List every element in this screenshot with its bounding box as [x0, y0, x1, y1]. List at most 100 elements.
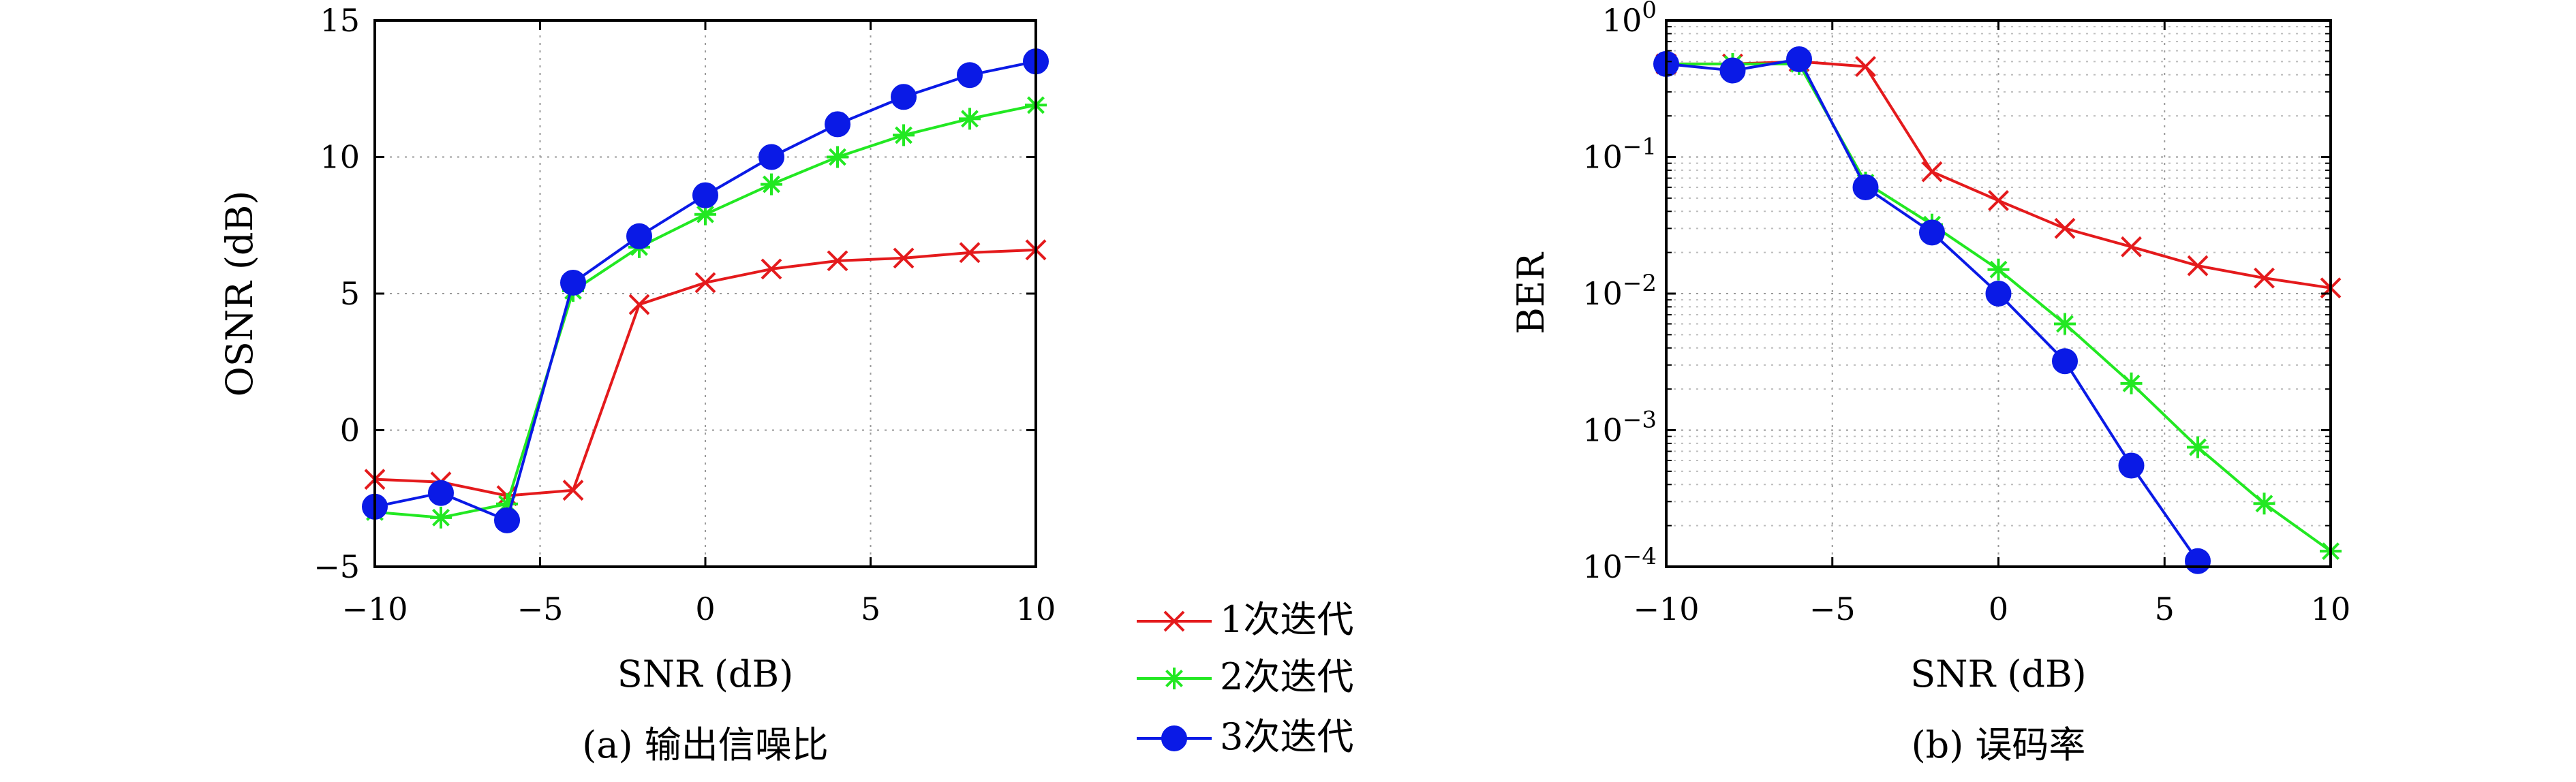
marker-dot: [1719, 57, 1746, 84]
marker-stroke: [763, 175, 780, 193]
data-point: [2120, 372, 2143, 394]
y-tick-label: 10−2: [1582, 270, 1657, 312]
marker-stroke: [1855, 56, 1876, 78]
marker-stroke: [1988, 189, 2009, 211]
data-point: [1919, 219, 1945, 246]
panel-osnr-caption: (a) 输出信噪比: [582, 723, 829, 766]
marker-dot: [1161, 725, 1187, 751]
x-tick-label: 0: [1989, 591, 2008, 627]
data-point: [1921, 161, 1943, 183]
marker-stroke: [2254, 267, 2275, 289]
data-point: [430, 506, 452, 529]
y-tick-label: 10−3: [1582, 407, 1657, 449]
data-point: [1855, 56, 1876, 78]
x-tick-label: −10: [1633, 591, 1699, 627]
x-tick-label: −10: [341, 591, 408, 627]
data-point: [959, 108, 981, 130]
data-point: [825, 111, 850, 138]
legend-entry: 1次迭代: [1137, 598, 1353, 641]
x-tick-label: 5: [861, 591, 880, 627]
marker-dot: [1852, 174, 1879, 200]
data-point: [1988, 189, 2009, 211]
data-point: [2253, 492, 2275, 515]
y-tick-label: 10−4: [1582, 543, 1657, 585]
y-tick-label: 0: [340, 412, 360, 449]
panel-ber-ylabel: BER: [1509, 252, 1552, 334]
legend: 1次迭代 2次迭代 3次迭代: [1137, 598, 1353, 758]
series-line: [1666, 57, 2199, 562]
marker-dot: [2185, 548, 2211, 574]
x-tick-label: 10: [1016, 591, 1056, 627]
data-point: [1852, 174, 1879, 200]
marker-dot: [560, 269, 586, 296]
panel-osnr-series: [362, 48, 1049, 533]
marker-dot: [2118, 452, 2145, 479]
marker-stroke: [432, 508, 450, 527]
data-point: [428, 480, 454, 506]
marker-dot: [1786, 46, 1812, 72]
data-point: [1719, 57, 1746, 84]
data-point: [893, 124, 915, 146]
panel-osnr: −10 −5 0 5 10 −5 0 5 10 15 SNR (dB) OSNR (dB) (a)…: [218, 2, 1056, 766]
data-point: [1786, 46, 1812, 72]
marker-stroke: [2255, 495, 2273, 513]
panel-osnr-grid: [375, 20, 1036, 567]
y-tick-label: 10−1: [1582, 134, 1657, 176]
data-point: [626, 223, 652, 249]
data-point: [2187, 436, 2209, 458]
legend-label: 2次迭代: [1220, 655, 1353, 698]
marker-stroke: [1165, 670, 1183, 687]
marker-dot: [2052, 348, 2078, 375]
data-point: [562, 480, 584, 501]
legend-marker-cross: [1137, 610, 1212, 632]
legend-marker-star: [1137, 668, 1212, 689]
marker-stroke: [827, 250, 848, 272]
panel-ber-caption: (b) 误码率: [1912, 723, 2086, 766]
x-tick-label: 0: [695, 591, 715, 627]
data-point: [893, 247, 915, 269]
marker-stroke: [893, 247, 915, 269]
marker-dot: [825, 111, 850, 138]
data-point: [1987, 258, 2010, 281]
panel-ber: −10 −5 0 5 10 100 10−1 10−2 10−3 10−4 SNR (dB) BE…: [1509, 0, 2350, 766]
marker-stroke: [628, 294, 650, 315]
y-tick-label: 100: [1602, 0, 1657, 39]
marker-stroke: [1921, 161, 1943, 183]
marker-stroke: [2122, 374, 2141, 392]
data-point: [692, 182, 718, 208]
data-point: [2052, 348, 2078, 375]
marker-stroke: [895, 126, 913, 144]
legend-marker: [1163, 668, 1185, 689]
marker-dot: [758, 144, 784, 170]
marker-stroke: [696, 205, 714, 223]
marker-stroke: [562, 480, 584, 501]
data-point: [758, 144, 784, 170]
marker-stroke: [2121, 236, 2142, 257]
data-point: [2054, 217, 2076, 239]
data-point: [957, 62, 983, 89]
legend-marker-circle: [1137, 725, 1212, 751]
data-point: [2121, 236, 2142, 257]
panel-ber-ticks: −10 −5 0 5 10 100 10−1 10−2 10−3 10−4: [1582, 0, 2350, 627]
data-point: [1985, 281, 2012, 307]
data-point: [628, 294, 650, 315]
marker-dot: [428, 480, 454, 506]
panel-ber-grid: [1666, 20, 2331, 567]
marker-dot: [957, 62, 983, 89]
marker-stroke: [1989, 260, 2008, 279]
marker-stroke: [2056, 315, 2074, 333]
data-point: [959, 242, 981, 264]
data-point: [494, 507, 520, 533]
x-tick-label: −5: [517, 591, 564, 627]
marker-dot: [692, 182, 718, 208]
legend-label: 3次迭代: [1220, 715, 1353, 758]
marker-dot: [626, 223, 652, 249]
y-tick-label: 10: [320, 139, 360, 176]
data-point: [827, 146, 848, 168]
marker-stroke: [2189, 438, 2207, 456]
panel-osnr-ticks: −10 −5 0 5 10 −5 0 5 10 15: [313, 2, 1056, 627]
marker-stroke: [1163, 610, 1185, 632]
marker-dot: [1919, 219, 1945, 246]
data-point: [2054, 313, 2076, 335]
legend-entry: 3次迭代: [1137, 715, 1353, 758]
